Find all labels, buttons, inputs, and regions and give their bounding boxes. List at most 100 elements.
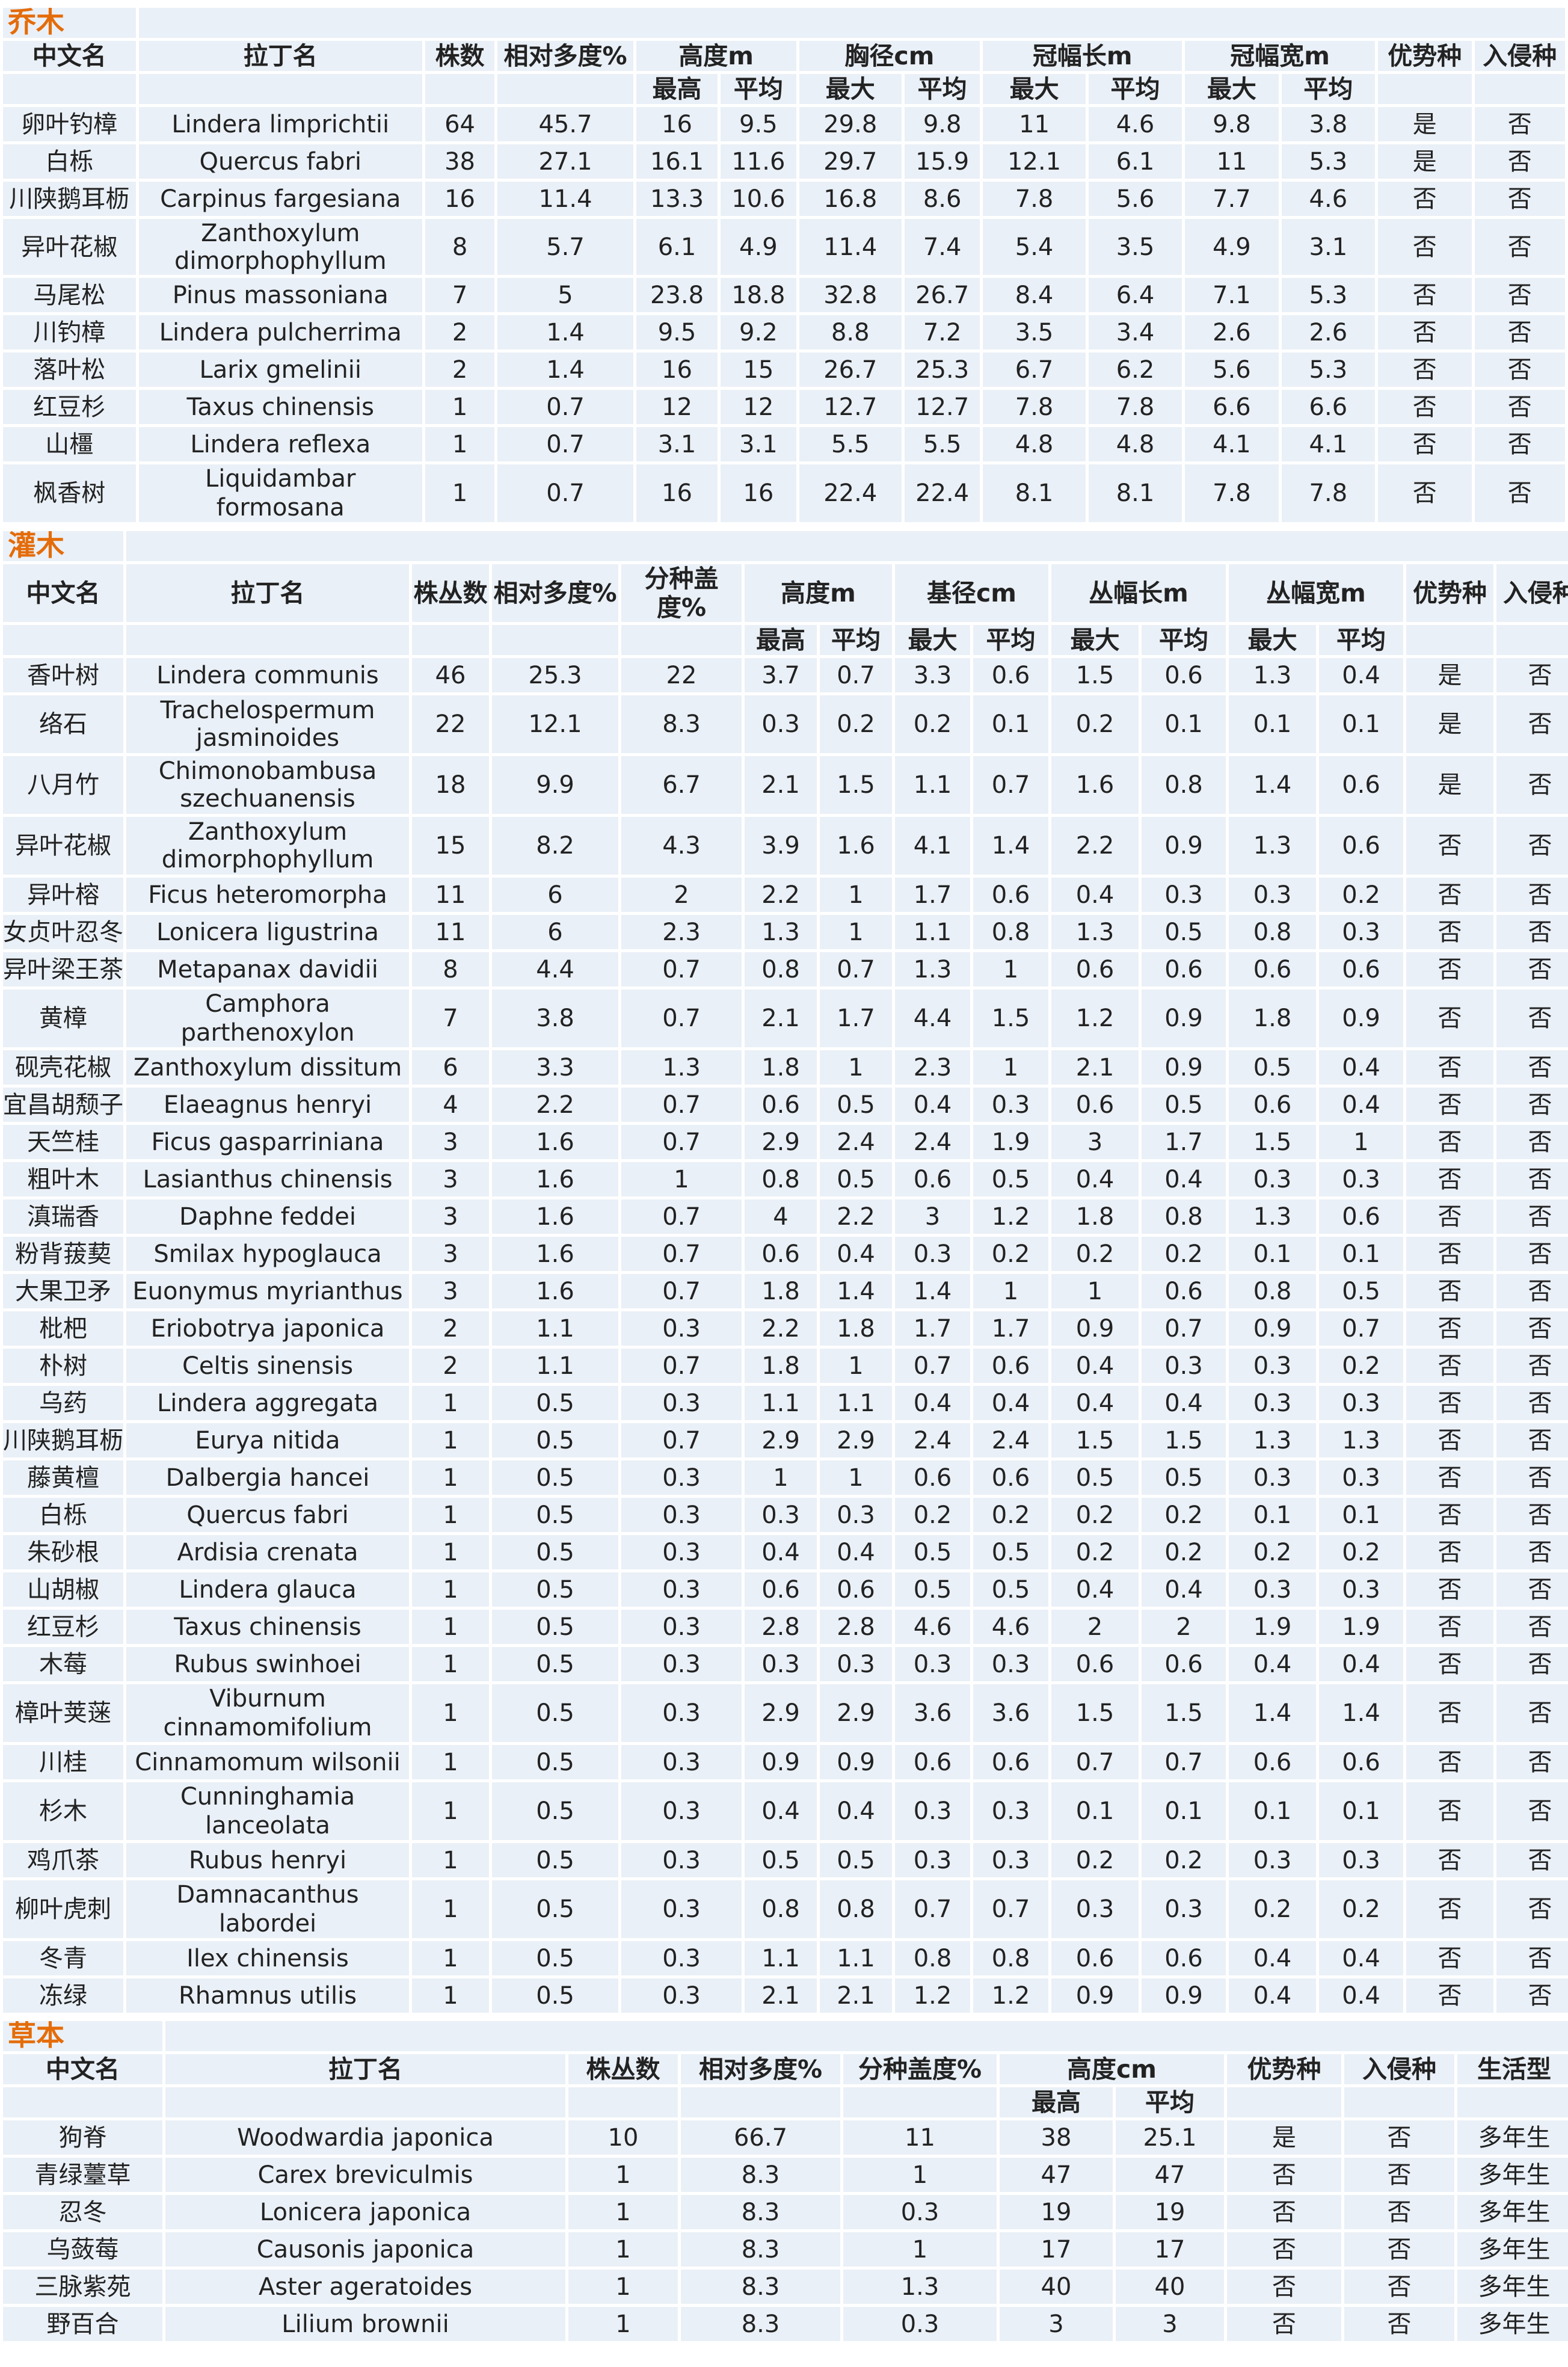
trees-subheader-row: 最高 平均 最大 平均 最大 平均 最大 平均	[3, 74, 1565, 104]
shrubs-cell: 1.3	[621, 1050, 742, 1085]
shrubs-cell: 否	[1406, 1647, 1493, 1681]
shrubs-cell: 黄樟	[3, 990, 123, 1047]
shrubs-cell: 0.1	[1319, 1237, 1403, 1271]
shrubs-row: 香叶树 Lindera communis 46 25.3 22 3.7 0.7 3.3 0.6 1…	[3, 658, 1568, 692]
shrubs-cell: 0.4	[820, 1237, 892, 1271]
shrubs-cell: 0.1	[1319, 1782, 1403, 1840]
trees-cell: 64	[425, 107, 495, 141]
trees-cell: Zanthoxylum dimorphophyllum	[138, 219, 422, 275]
shrubs-header-8: 丛幅宽m	[1229, 564, 1403, 622]
shrubs-row: 八月竹 Chimonobambusa szechuanensis 18 9.9 6.7 2…	[3, 756, 1568, 814]
shrubs-cell: 0.5	[492, 1572, 618, 1607]
herbs-header-2: 株丛数	[568, 2054, 678, 2084]
trees-cell: Quercus fabri	[138, 144, 422, 179]
trees-cell: 4.6	[1281, 182, 1376, 216]
shrubs-cell: 山胡椒	[3, 1572, 123, 1607]
shrubs-cell: 1.1	[820, 1941, 892, 1975]
shrubs-row: 木莓 Rubus swinhoei 1 0.5 0.3 0.3 0.3 0.3 0.3 0.6 0.…	[3, 1647, 1568, 1681]
shrubs-subheader-empty	[3, 625, 123, 655]
shrubs-cell: 3.8	[492, 990, 618, 1047]
shrubs-cell: 否	[1406, 1237, 1493, 1271]
shrubs-cell: 0.4	[1142, 1162, 1226, 1196]
shrubs-cell: 1.5	[973, 990, 1048, 1047]
trees-cell: 否	[1474, 464, 1565, 522]
shrubs-cell: 0.1	[1319, 695, 1403, 753]
herbs-cell: 否	[1227, 2195, 1341, 2229]
trees-title-row: 乔木	[3, 8, 1565, 38]
trees-cell: 3.4	[1088, 315, 1182, 349]
shrubs-cell: 3	[412, 1199, 489, 1234]
shrubs-cell: 2.9	[745, 1125, 817, 1159]
shrubs-cell: 0.6	[1229, 1745, 1316, 1779]
shrubs-cell: 2.9	[820, 1423, 892, 1457]
shrubs-row: 冻绿 Rhamnus utilis 1 0.5 0.3 2.1 2.1 1.2 1.2 0.9 0.…	[3, 1978, 1568, 2013]
herbs-subheader-empty	[681, 2087, 840, 2117]
shrubs-cell: 0.8	[1229, 915, 1316, 949]
shrubs-cell: 否	[1406, 1199, 1493, 1234]
shrubs-cell: 1.3	[745, 915, 817, 949]
shrubs-cell: 八月竹	[3, 756, 123, 814]
shrubs-section-title: 灌木	[3, 531, 123, 561]
shrubs-cell: 否	[1406, 1274, 1493, 1308]
shrubs-cell: 否	[1406, 1386, 1493, 1420]
trees-cell: Larix gmelinii	[138, 352, 422, 387]
shrubs-cell: 否	[1496, 1125, 1568, 1159]
herbs-cell: 否	[1227, 2307, 1341, 2341]
shrubs-cell: 川陕鹅耳枥	[3, 1423, 123, 1457]
shrubs-cell: 朴树	[3, 1349, 123, 1383]
trees-cell: Lindera limprichtii	[138, 107, 422, 141]
shrubs-cell: 0.1	[1142, 695, 1226, 753]
shrubs-cell: 1.2	[895, 1978, 970, 2013]
trees-header-9: 入侵种	[1474, 41, 1565, 71]
shrubs-cell: 0.7	[1142, 1745, 1226, 1779]
shrubs-cell: 1	[412, 1782, 489, 1840]
shrubs-cell: 是	[1406, 756, 1493, 814]
shrubs-cell: 6	[492, 878, 618, 912]
shrubs-cell: Cunninghamia lanceolata	[126, 1782, 409, 1840]
shrubs-cell: 是	[1406, 658, 1493, 692]
shrubs-cell: 否	[1406, 1610, 1493, 1644]
trees-cell: 4.8	[983, 427, 1086, 461]
shrubs-cell: 0.5	[1142, 1088, 1226, 1122]
shrubs-cell: 否	[1406, 1843, 1493, 1877]
shrubs-cell: 否	[1496, 1088, 1568, 1122]
shrubs-cell: 否	[1496, 1880, 1568, 1938]
trees-cell: 7.4	[905, 219, 980, 275]
trees-cell: 否	[1378, 219, 1472, 275]
trees-cell: 5.5	[905, 427, 980, 461]
trees-header-row: 中文名 拉丁名 株数 相对多度% 高度m 胸径cm 冠幅长m 冠幅宽m 优势种 入侵种	[3, 41, 1565, 71]
trees-cell: 否	[1378, 352, 1472, 387]
trees-cell: 1	[425, 464, 495, 522]
trees-cell: 山橿	[3, 427, 136, 461]
herbs-cell: 1	[843, 2232, 997, 2267]
herbs-cell: 多年生	[1457, 2120, 1568, 2155]
shrubs-cell: 0.9	[1142, 990, 1226, 1047]
shrubs-cell: 0.6	[1229, 1088, 1316, 1122]
shrubs-cell: 0.5	[1319, 1274, 1403, 1308]
shrubs-cell: 0.3	[745, 695, 817, 753]
shrubs-cell: 0.6	[973, 1349, 1048, 1383]
trees-subheader-0: 最高	[636, 74, 718, 104]
trees-cell: 26.7	[905, 278, 980, 312]
trees-cell: 26.7	[799, 352, 902, 387]
shrubs-cell: 2.2	[1051, 817, 1139, 875]
trees-cell: 32.8	[799, 278, 902, 312]
herbs-cell: 8.3	[681, 2195, 840, 2229]
shrubs-cell: 1.9	[1229, 1610, 1316, 1644]
shrubs-cell: 1.3	[1229, 1199, 1316, 1234]
shrubs-cell: Euonymus myrianthus	[126, 1274, 409, 1308]
trees-cell: 15	[721, 352, 796, 387]
shrubs-cell: Quercus fabri	[126, 1498, 409, 1532]
shrubs-cell: 0.4	[1229, 1978, 1316, 2013]
trees-header-0: 中文名	[3, 41, 136, 71]
trees-table: 乔木 中文名 拉丁名 株数 相对多度% 高度m 胸径cm 冠幅长m 冠幅宽m 优势种 入侵种 最高 平均…	[0, 5, 1568, 525]
trees-cell: 0.7	[497, 427, 633, 461]
shrubs-cell: 1	[412, 1535, 489, 1569]
herbs-cell: 8.3	[681, 2158, 840, 2192]
shrubs-row: 柳叶虎刺 Damnacanthus labordei 1 0.5 0.3 0.8 0.8 0.…	[3, 1880, 1568, 1938]
shrubs-cell: 1.1	[820, 1386, 892, 1420]
trees-cell: 7.2	[905, 315, 980, 349]
trees-cell: 2.6	[1185, 315, 1279, 349]
shrubs-subheader-empty	[1496, 625, 1568, 655]
shrubs-cell: Ilex chinensis	[126, 1941, 409, 1975]
